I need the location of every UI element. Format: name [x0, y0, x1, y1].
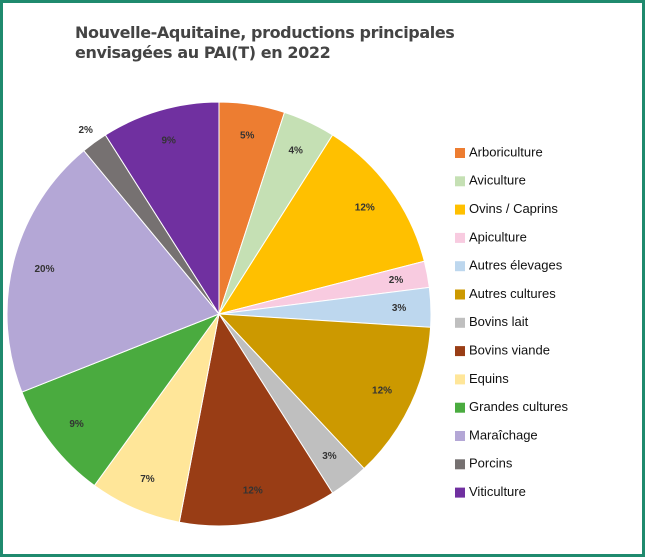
legend-label: Bovins lait	[469, 314, 529, 329]
pie-slice	[217, 313, 432, 470]
value-label: 3%	[322, 451, 337, 462]
value-label: 9%	[69, 419, 84, 430]
legend-swatch	[455, 176, 465, 187]
legend-swatch	[455, 402, 465, 413]
value-label: 12%	[243, 486, 263, 497]
legend-swatch	[455, 346, 465, 357]
legend-swatch	[455, 289, 465, 300]
value-label: 12%	[372, 385, 392, 396]
legend-swatch	[455, 261, 465, 272]
value-label: 4%	[288, 146, 303, 157]
legend-label: Equins	[469, 371, 509, 386]
legend-label: Arboriculture	[469, 144, 543, 159]
legend-swatch	[455, 317, 465, 328]
value-label: 2%	[78, 125, 93, 136]
legend-swatch	[455, 459, 465, 470]
value-label: 7%	[140, 474, 155, 485]
value-label: 2%	[389, 275, 404, 286]
pie-slice	[217, 134, 425, 315]
legend-label: Apiculture	[469, 229, 527, 244]
pie-slice	[104, 101, 220, 316]
legend-swatch	[455, 148, 465, 158]
pie-slice	[178, 312, 334, 527]
value-label: 3%	[392, 303, 407, 314]
value-label: 12%	[355, 203, 375, 214]
legend-label: Ovins / Caprins	[469, 201, 558, 216]
value-label: 5%	[240, 131, 255, 142]
legend-swatch	[455, 487, 465, 498]
value-label: 9%	[161, 136, 176, 147]
legend-label: Aviculture	[469, 173, 526, 188]
legend-swatch	[455, 204, 465, 215]
legend-label: Bovins viande	[469, 343, 550, 358]
chart: 5% 4% 12% 2% 3% 12% 3% 12% 7% 9% 20% 2% 9% Arboricult…	[6, 101, 568, 527]
legend-swatch	[455, 232, 465, 243]
value-label: 20%	[34, 264, 54, 275]
legend-label: Grandes cultures	[469, 399, 568, 414]
legend-label: Autres cultures	[469, 286, 556, 301]
legend-label: Porcins	[469, 456, 513, 471]
legend-label: Viticulture	[469, 484, 526, 499]
legend-label: Maraîchage	[469, 427, 538, 442]
pie-slice	[6, 149, 220, 393]
legend-label: Autres élevages	[469, 258, 563, 273]
legend-swatch	[455, 374, 465, 385]
pie-slice	[21, 312, 221, 487]
chart-title: Nouvelle-Aquitaine, productions principa…	[75, 23, 455, 62]
legend-swatch	[455, 431, 465, 441]
